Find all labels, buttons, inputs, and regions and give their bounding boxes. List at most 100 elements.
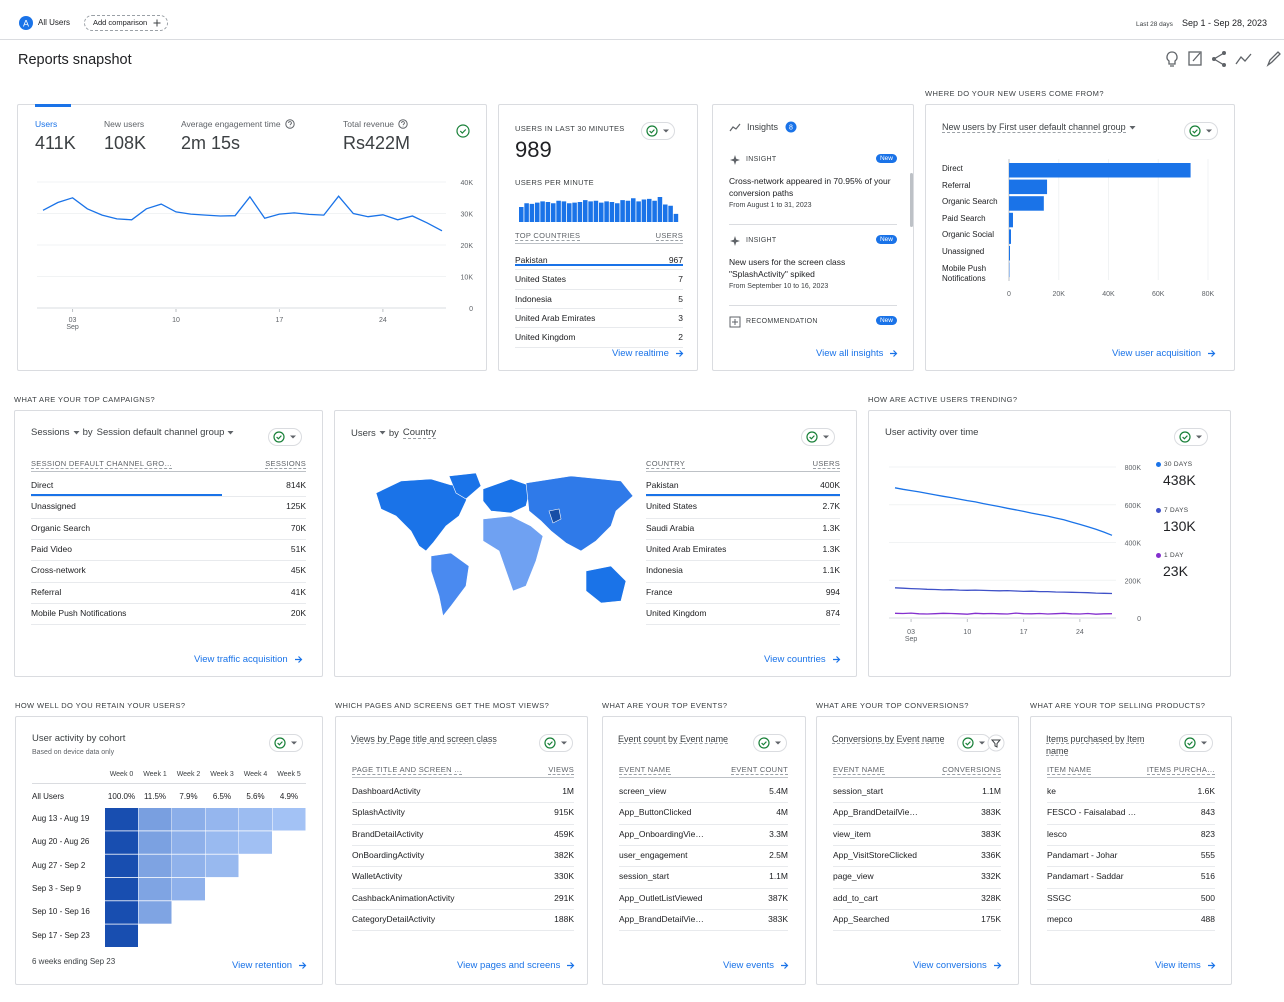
row-label[interactable]: CategoryDetailActivity: [352, 913, 436, 924]
card-title[interactable]: Event count by Event name: [618, 734, 729, 744]
row-label[interactable]: SplashActivity: [352, 807, 405, 818]
metric-selector[interactable]: [1184, 122, 1218, 140]
metric-selector[interactable]: [539, 734, 573, 752]
footer-link[interactable]: View countries: [764, 654, 841, 665]
row-label[interactable]: United States: [646, 501, 698, 512]
row-label[interactable]: France: [646, 586, 673, 597]
dropdown-caret[interactable]: [1129, 125, 1136, 131]
link-text[interactable]: View all insights: [816, 348, 884, 359]
row-label[interactable]: Indonesia: [515, 293, 552, 304]
link-text[interactable]: View realtime: [612, 348, 669, 359]
card-title[interactable]: Sessions by Session default channel group: [31, 427, 237, 438]
row-label[interactable]: Unassigned: [31, 501, 76, 512]
row-label[interactable]: United States: [515, 274, 567, 285]
row-label[interactable]: Pandamart - Johar: [1047, 849, 1118, 860]
link-text[interactable]: View pages and screens: [457, 960, 561, 971]
plus-icon[interactable]: [153, 19, 161, 27]
row-label[interactable]: view_item: [833, 828, 871, 839]
row-label[interactable]: App_BrandDetailVie…: [833, 807, 918, 818]
row-label[interactable]: WalletActivity: [352, 871, 403, 882]
metric-selector[interactable]: [753, 734, 787, 752]
row-label[interactable]: Saudi Arabia: [646, 522, 695, 533]
footer-link[interactable]: View all insights: [816, 348, 898, 359]
row-label[interactable]: session_start: [619, 871, 670, 882]
row-label[interactable]: screen_view: [619, 786, 667, 796]
row-label[interactable]: user_engagement: [619, 849, 688, 860]
row-label[interactable]: session_start: [833, 786, 884, 796]
card-title[interactable]: Conversions by Event name: [832, 734, 945, 744]
footer-link[interactable]: View items: [1155, 960, 1216, 971]
metric-selector[interactable]: [1174, 428, 1208, 446]
card-title[interactable]: Items purchased by Item name: [1046, 734, 1145, 756]
row-label[interactable]: Paid Video: [31, 543, 72, 554]
metric-selector[interactable]: [268, 428, 302, 446]
row-label[interactable]: United Arab Emirates: [515, 312, 596, 323]
footer-link[interactable]: View user acquisition: [1112, 348, 1216, 359]
card-title[interactable]: Views by Page title and screen class: [351, 734, 497, 744]
metric-label[interactable]: New users: [104, 119, 144, 129]
arrow-icon[interactable]: [566, 961, 575, 970]
arrow-icon[interactable]: [298, 961, 307, 970]
arrow-icon[interactable]: [294, 655, 303, 664]
link-text[interactable]: View items: [1155, 960, 1201, 971]
link-text[interactable]: View countries: [764, 654, 826, 665]
footer-link[interactable]: View realtime: [612, 348, 684, 359]
metric-label-text[interactable]: Average engagement time: [181, 119, 281, 129]
row-label[interactable]: BrandDetailActivity: [352, 828, 424, 839]
date-range[interactable]: Sep 1 - Sep 28, 2023: [1182, 18, 1268, 28]
add-comparison-label[interactable]: Add comparison: [93, 18, 148, 27]
row-label[interactable]: App_ButtonClicked: [619, 807, 692, 818]
row-label[interactable]: Pandamart - Saddar: [1047, 871, 1124, 882]
row-label[interactable]: United Kingdom: [646, 607, 707, 618]
row-label[interactable]: Pakistan: [646, 480, 679, 490]
dimension-selector-text[interactable]: Session default channel group: [96, 427, 225, 438]
dimension-selector-text[interactable]: Country: [402, 427, 437, 439]
footer-link[interactable]: View pages and screens: [457, 960, 575, 971]
footer-link[interactable]: View events: [723, 960, 789, 971]
card-title-text[interactable]: New users by First user default channel …: [942, 122, 1126, 133]
card-title[interactable]: Users by Country: [351, 427, 437, 439]
add-comparison[interactable]: Add comparison: [84, 15, 169, 31]
metric-label-text[interactable]: Users: [35, 119, 58, 129]
arrow-icon[interactable]: [993, 961, 1002, 970]
row-label[interactable]: Indonesia: [646, 565, 683, 576]
row-label[interactable]: United Arab Emirates: [646, 543, 727, 554]
metric-selector[interactable]: [801, 428, 835, 446]
link-text[interactable]: View events: [723, 960, 775, 971]
row-label[interactable]: CashbackAnimationActivity: [352, 892, 455, 903]
row-label[interactable]: Pakistan: [515, 255, 548, 265]
link-text[interactable]: View traffic acquisition: [194, 654, 288, 665]
dropdown-caret[interactable]: [379, 430, 386, 436]
row-label[interactable]: App_OutletListViewed: [619, 892, 703, 903]
metric-selector[interactable]: [641, 122, 675, 140]
metric-selector[interactable]: [957, 734, 991, 752]
row-label[interactable]: Cross-network: [31, 565, 86, 576]
dropdown-caret[interactable]: [227, 430, 234, 436]
metric-label[interactable]: Total revenue: [343, 119, 408, 129]
row-label[interactable]: lesco: [1047, 828, 1067, 839]
card-title[interactable]: New users by First user default channel …: [942, 122, 1139, 133]
link-text[interactable]: View user acquisition: [1112, 348, 1202, 359]
row-label[interactable]: App_OnboardingVie…: [619, 828, 704, 839]
metric-selector[interactable]: [269, 734, 303, 752]
arrow-icon[interactable]: [1207, 349, 1216, 358]
footer-link[interactable]: View traffic acquisition: [194, 654, 303, 665]
arrow-icon[interactable]: [1207, 961, 1216, 970]
row-label[interactable]: United Kingdom: [515, 332, 576, 343]
footer-link[interactable]: View conversions: [913, 960, 1002, 971]
row-label[interactable]: Mobile Push Notifications: [31, 607, 127, 618]
metric-label[interactable]: Users: [35, 119, 57, 129]
row-label[interactable]: Organic Search: [31, 522, 91, 533]
item-text[interactable]: New users for the screen class "SplashAc…: [729, 257, 846, 279]
row-label[interactable]: App_BrandDetailVie…: [619, 913, 704, 924]
toolbar-icons[interactable]: [1162, 49, 1282, 69]
item-text[interactable]: Cross-network appeared in 70.95% of your…: [729, 176, 891, 198]
row-label[interactable]: App_Searched: [833, 913, 890, 924]
row-label[interactable]: Referral: [31, 586, 62, 597]
arrow-icon[interactable]: [780, 961, 789, 970]
footer-link[interactable]: View retention: [232, 960, 307, 971]
row-label[interactable]: ke: [1047, 786, 1056, 796]
dropdown-caret[interactable]: [73, 430, 80, 436]
arrow-icon[interactable]: [832, 655, 841, 664]
link-text[interactable]: View conversions: [913, 960, 987, 971]
